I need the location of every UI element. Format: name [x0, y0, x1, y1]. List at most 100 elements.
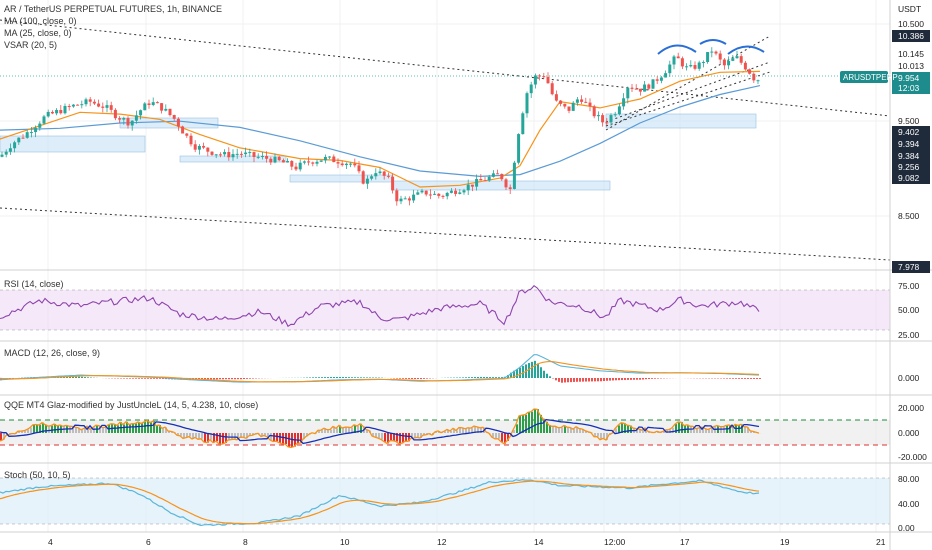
- rsi-line: [0, 284, 760, 328]
- candle-countdown: 12:03: [898, 83, 920, 93]
- rsi-tick: 50.00: [898, 305, 920, 315]
- qqe-bar: [303, 433, 305, 440]
- candle-body: [349, 163, 353, 165]
- candle-body: [307, 161, 311, 163]
- indicator-ma100[interactable]: MA (100, close, 0): [4, 16, 77, 26]
- candle-body: [118, 118, 122, 120]
- candle-body: [25, 132, 29, 138]
- macd-bar: [333, 377, 335, 378]
- qqe-bar: [261, 433, 263, 437]
- macd-bar: [402, 378, 404, 379]
- candle-body: [580, 99, 584, 102]
- candle-body: [374, 173, 378, 177]
- symbol-badge[interactable]: ARUSDTPERP: [843, 73, 898, 82]
- macd-bar: [744, 378, 746, 379]
- stoch-title[interactable]: Stoch (50, 10, 5): [4, 470, 71, 480]
- qqe-bar: [495, 433, 497, 439]
- macd-bar: [213, 378, 215, 380]
- macd-bar: [327, 377, 329, 378]
- time-tick: 4: [48, 537, 53, 547]
- qqe-title[interactable]: QQE MT4 Glaz-modified by JustUncleL (14,…: [4, 400, 258, 410]
- macd-bar: [588, 378, 590, 382]
- time-tick: 21: [876, 537, 886, 547]
- candle-body: [214, 154, 218, 156]
- stoch-tick: 80.00: [898, 474, 920, 484]
- candle-body: [361, 171, 365, 184]
- qqe-bar: [252, 433, 254, 436]
- candle-body: [227, 152, 231, 158]
- macd-bar: [756, 378, 758, 379]
- candle-body: [176, 118, 180, 127]
- symbol-badge-bg: [840, 71, 888, 83]
- price-pane[interactable]: [0, 19, 891, 261]
- indicator-ma25[interactable]: MA (25, close, 0): [4, 28, 72, 38]
- stoch-tick: 40.00: [898, 499, 920, 509]
- time-tick: 17: [680, 537, 690, 547]
- macd-bar: [219, 378, 221, 380]
- qqe-bar: [708, 429, 710, 433]
- stoch-pane[interactable]: [0, 477, 890, 527]
- price-tag: 9.402: [898, 127, 920, 137]
- qqe-bar: [450, 430, 452, 433]
- candle-body: [756, 80, 760, 82]
- candle-body: [538, 75, 542, 77]
- qqe-bar: [501, 433, 503, 442]
- qqe-tick: 20.000: [898, 403, 924, 413]
- macd-bar: [585, 378, 587, 382]
- macd-pane[interactable]: [0, 354, 761, 383]
- candle-body: [160, 103, 164, 111]
- candle-body: [290, 160, 294, 167]
- macd-bar: [465, 377, 467, 378]
- macd-bar: [462, 377, 464, 378]
- stoch-tick: 0.00: [898, 523, 915, 533]
- candle-body: [424, 190, 428, 195]
- candle-body: [336, 162, 340, 164]
- candle-body: [399, 198, 403, 202]
- macd-bar: [81, 376, 83, 378]
- price-tag: 10.013: [898, 61, 924, 71]
- candle-body: [223, 152, 227, 155]
- macd-bar: [87, 377, 89, 378]
- qqe-bar: [627, 425, 629, 433]
- candle-body: [134, 115, 138, 121]
- macd-title[interactable]: MACD (12, 26, close, 9): [4, 348, 100, 358]
- rsi-title[interactable]: RSI (14, close): [4, 279, 64, 289]
- time-tick: 6: [146, 537, 151, 547]
- qqe-bar: [606, 433, 608, 441]
- qqe-bar: [165, 427, 167, 433]
- qqe-bar: [54, 423, 56, 433]
- price-tick: 8.500: [898, 211, 920, 221]
- qqe-bar: [435, 431, 437, 433]
- candle-body: [521, 113, 525, 135]
- candle-body: [605, 122, 609, 124]
- macd-bar: [315, 377, 317, 378]
- candle-body: [748, 69, 752, 74]
- macd-bar: [630, 378, 632, 380]
- time-axis[interactable]: 4 6 8 10 12 14 12:00 17 19 21: [48, 537, 886, 547]
- macd-bar: [564, 378, 566, 383]
- price-axis[interactable]: USDT 10.500 10.386 10.145 10.013 9.954 1…: [892, 4, 930, 273]
- qqe-bar: [462, 427, 464, 433]
- qqe-bar: [48, 426, 50, 433]
- candle-body: [13, 142, 17, 149]
- candle-body: [172, 115, 176, 119]
- macd-bar: [411, 378, 413, 379]
- candle-body: [407, 198, 411, 201]
- indicator-vsar[interactable]: VSAR (20, 5): [4, 40, 57, 50]
- qqe-bar: [471, 428, 473, 433]
- candle-body: [508, 187, 512, 189]
- candle-body: [659, 77, 663, 81]
- candle-body: [458, 192, 462, 194]
- qqe-pane[interactable]: [0, 408, 890, 449]
- qqe-bar: [750, 430, 752, 433]
- qqe-bar: [297, 433, 299, 444]
- candle-body: [680, 58, 684, 67]
- candle-body: [533, 75, 537, 85]
- rsi-pane[interactable]: [0, 284, 890, 331]
- macd-bar: [555, 378, 557, 381]
- candle-body: [638, 88, 642, 92]
- qqe-bar: [498, 433, 500, 439]
- macd-bar: [249, 378, 251, 379]
